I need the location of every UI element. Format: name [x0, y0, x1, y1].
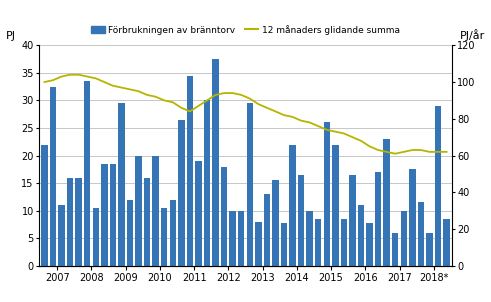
Bar — [264, 194, 270, 266]
Bar — [152, 156, 159, 266]
Bar — [41, 145, 48, 266]
Bar — [109, 164, 116, 266]
Text: PJ: PJ — [6, 31, 16, 41]
Bar — [169, 200, 176, 266]
Legend: Förbrukningen av bränntorv, 12 månaders glidande summa: Förbrukningen av bränntorv, 12 månaders … — [88, 21, 403, 38]
Bar — [84, 81, 90, 266]
Bar — [392, 233, 399, 266]
Bar — [418, 202, 424, 266]
Bar — [401, 211, 407, 266]
Bar — [238, 211, 245, 266]
Bar — [127, 200, 133, 266]
Text: PJ/år: PJ/år — [460, 29, 485, 41]
Bar — [212, 59, 219, 266]
Bar — [366, 223, 373, 266]
Bar — [221, 167, 227, 266]
Bar — [298, 175, 304, 266]
Bar — [426, 233, 433, 266]
Bar — [101, 164, 108, 266]
Bar — [58, 205, 65, 266]
Bar — [349, 175, 355, 266]
Bar — [272, 180, 279, 266]
Bar — [281, 223, 287, 266]
Bar — [50, 87, 56, 266]
Bar — [195, 161, 202, 266]
Bar — [306, 211, 313, 266]
Bar — [136, 156, 142, 266]
Bar — [144, 178, 150, 266]
Bar — [324, 123, 330, 266]
Bar — [204, 100, 210, 266]
Bar — [435, 106, 441, 266]
Bar — [161, 208, 167, 266]
Bar — [187, 76, 193, 266]
Bar — [255, 222, 262, 266]
Bar — [92, 208, 99, 266]
Bar — [409, 169, 415, 266]
Bar — [315, 219, 322, 266]
Bar — [289, 145, 296, 266]
Bar — [229, 211, 236, 266]
Bar — [341, 219, 347, 266]
Bar — [443, 219, 450, 266]
Bar — [246, 103, 253, 266]
Bar — [118, 103, 125, 266]
Bar — [332, 145, 339, 266]
Bar — [178, 120, 185, 266]
Bar — [383, 139, 390, 266]
Bar — [358, 205, 364, 266]
Bar — [375, 172, 382, 266]
Bar — [67, 178, 73, 266]
Bar — [76, 178, 82, 266]
